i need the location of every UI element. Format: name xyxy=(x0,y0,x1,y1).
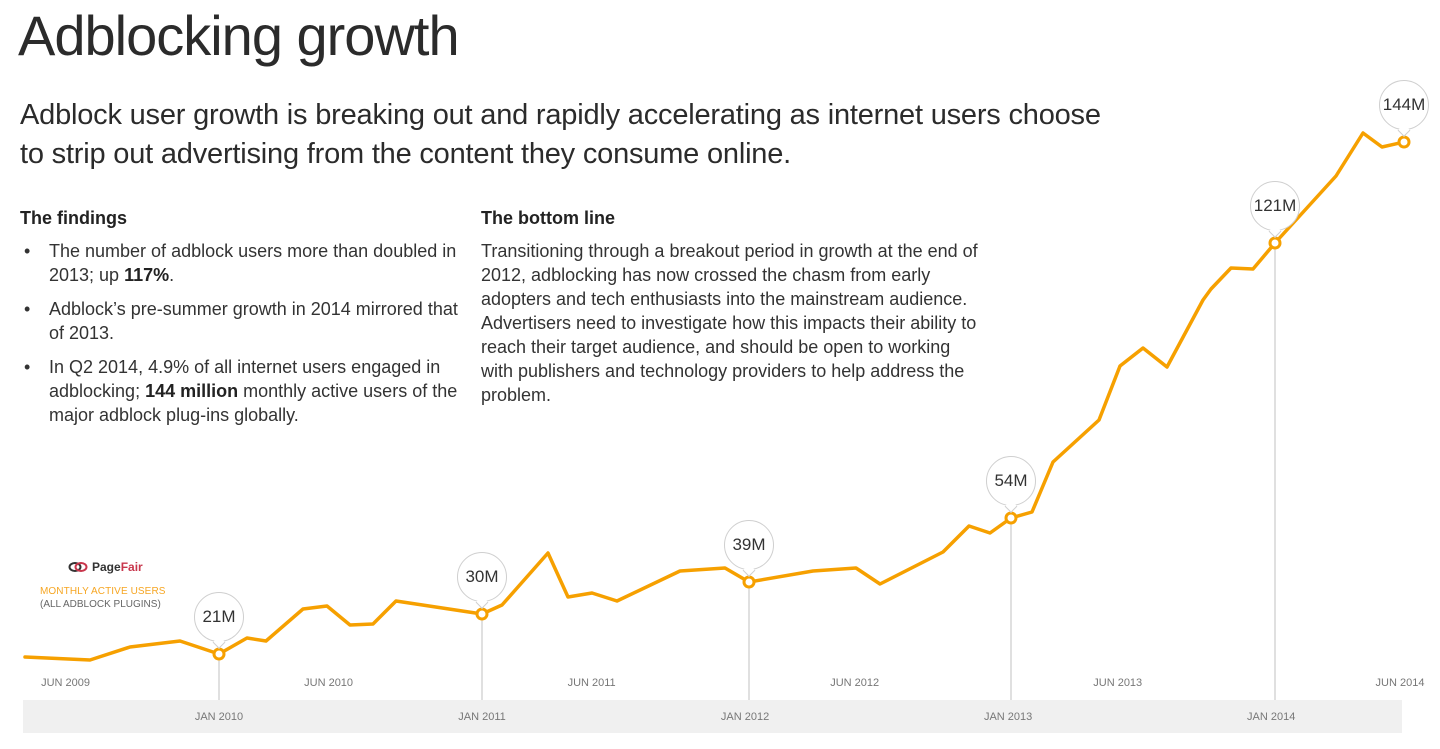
value-callout: 54M xyxy=(986,456,1036,506)
finding-highlight: 117% xyxy=(124,265,170,285)
bottom-line-body: Transitioning through a breakout period … xyxy=(481,241,978,405)
findings-section: The findings The number of adblock users… xyxy=(20,208,460,437)
data-point-marker xyxy=(475,607,489,621)
x-tick-label: JAN 2010 xyxy=(194,711,244,723)
value-callout: 21M xyxy=(194,592,244,642)
value-callout: 121M xyxy=(1250,181,1300,231)
value-callout: 144M xyxy=(1379,80,1429,130)
page-title: Adblocking growth xyxy=(18,4,460,67)
x-tick-label: JUN 2011 xyxy=(567,677,616,689)
x-tick-label: JAN 2013 xyxy=(983,711,1033,723)
pagefair-logo: PageFair xyxy=(68,560,166,574)
annotation-markers xyxy=(212,135,1411,661)
x-axis-band xyxy=(23,700,1402,733)
findings-heading: The findings xyxy=(20,208,127,228)
page-subtitle: Adblock user growth is breaking out and … xyxy=(20,99,1101,170)
finding-text-end: . xyxy=(169,265,175,285)
x-tick-label: JAN 2012 xyxy=(720,711,770,723)
data-point-marker xyxy=(1397,135,1411,149)
finding-text: The number of adblock users more than do… xyxy=(49,241,457,285)
data-point-marker xyxy=(1004,511,1018,525)
x-tick-label: JAN 2014 xyxy=(1247,711,1296,723)
x-tick-label: JUN 2014 xyxy=(1375,677,1425,689)
finding-item: Adblock’s pre-summer growth in 2014 mirr… xyxy=(20,297,460,345)
x-tick-label: JUN 2012 xyxy=(830,677,880,689)
legend-series-label: MONTHLY ACTIVE USERS xyxy=(40,586,166,597)
finding-text-end: monthly active users of the major adbloc… xyxy=(49,381,458,425)
x-tick-label: JUN 2009 xyxy=(41,677,91,689)
bottom-line-heading: The bottom line xyxy=(481,208,615,228)
finding-item: In Q2 2014, 4.9% of all internet users e… xyxy=(20,355,460,427)
finding-item: The number of adblock users more than do… xyxy=(20,239,460,287)
legend-series-sublabel: (ALL ADBLOCK PLUGINS) xyxy=(40,599,161,610)
finding-highlight: 144 million xyxy=(145,381,239,401)
bottom-line-section: The bottom line Transitioning through a … xyxy=(481,208,981,407)
data-point-marker xyxy=(212,647,226,661)
finding-text: Adblock’s pre-summer growth in 2014 mirr… xyxy=(49,299,458,343)
findings-list: The number of adblock users more than do… xyxy=(20,239,460,427)
x-tick-label: JUN 2013 xyxy=(1093,677,1143,689)
logo-text-fair: Fair xyxy=(120,560,143,574)
pagefair-logo-icon xyxy=(68,562,88,572)
annotation-guides xyxy=(218,243,1276,700)
x-tick-label: JAN 2011 xyxy=(458,711,506,723)
finding-text: In Q2 2014, 4.9% of all internet users e… xyxy=(49,357,441,401)
data-point-marker xyxy=(742,575,756,589)
data-point-marker xyxy=(1268,236,1282,250)
chart-legend: PageFair MONTHLY ACTIVE USERS (ALL ADBLO… xyxy=(40,560,166,610)
logo-text-page: Page xyxy=(92,560,121,574)
value-callout: 30M xyxy=(457,552,507,602)
value-callout: 39M xyxy=(724,520,774,570)
x-tick-label: JUN 2010 xyxy=(304,677,354,689)
series-line xyxy=(23,131,1406,662)
